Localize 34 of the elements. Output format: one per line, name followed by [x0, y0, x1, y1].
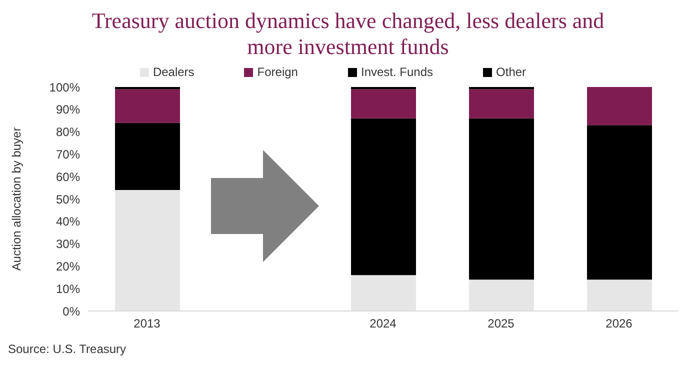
bar — [587, 280, 652, 311]
x-tick-label: 2026 — [606, 316, 633, 331]
bar — [351, 89, 416, 118]
x-tick-label: 2024 — [370, 316, 397, 331]
legend-label: Dealers — [152, 65, 194, 79]
bar — [587, 125, 652, 280]
y-tick-label: 40% — [56, 214, 80, 229]
x-tick-label: 2025 — [488, 316, 515, 331]
x-tick-label: 2013 — [134, 316, 161, 331]
y-tick-label: 80% — [56, 125, 80, 140]
y-tick-label: 30% — [56, 237, 80, 252]
y-tick-label: 70% — [56, 147, 80, 162]
legend-label: Invest. Funds — [360, 65, 434, 79]
y-tick-label: 20% — [56, 259, 80, 274]
y-tick-label: 90% — [56, 102, 80, 117]
bar — [469, 118, 534, 280]
y-tick-label: 60% — [56, 170, 80, 184]
legend-label: Foreign — [257, 65, 298, 79]
bar — [587, 87, 652, 126]
bar — [351, 118, 416, 276]
y-tick-label: 0% — [62, 304, 80, 318]
chart-title: Treasury auction dynamics have changed, less dealers and more investment funds — [90, 8, 606, 60]
legend-label: Other — [496, 65, 526, 79]
bar — [351, 275, 416, 311]
source-note: Source: U.S. Treasury — [8, 342, 128, 356]
bar — [469, 280, 534, 311]
y-axis-title: Auction allocation by buyer — [9, 127, 24, 271]
y-tick-label: 50% — [56, 192, 80, 206]
bar — [469, 89, 534, 118]
y-tick-label: 100% — [49, 80, 80, 94]
bar — [115, 89, 180, 123]
y-tick-label: 10% — [56, 282, 80, 296]
bar — [115, 122, 180, 190]
bar — [115, 190, 180, 311]
